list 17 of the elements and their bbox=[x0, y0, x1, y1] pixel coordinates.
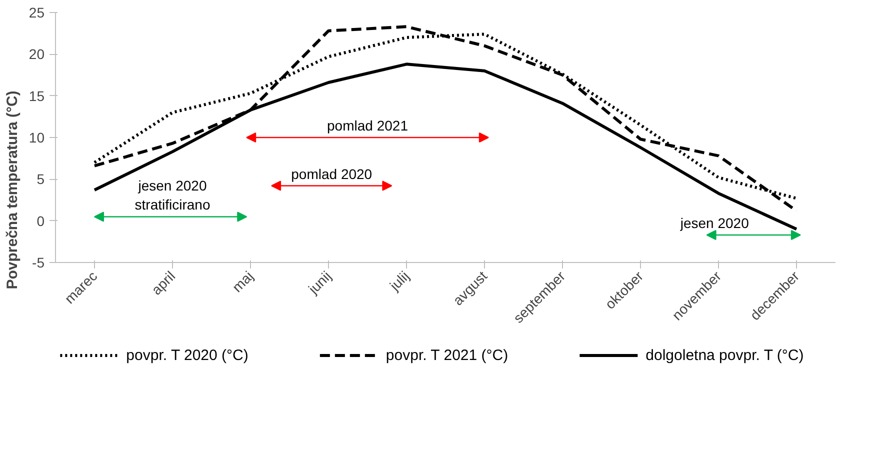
annotation: jesen 2020 bbox=[679, 215, 750, 231]
legend-label: povpr. T 2021 (°C) bbox=[386, 347, 508, 364]
y-tick-label: 25 bbox=[28, 4, 45, 20]
legend-label: povpr. T 2020 (°C) bbox=[126, 347, 248, 364]
x-tick-label: julij bbox=[386, 268, 412, 294]
y-tick-label: 15 bbox=[28, 88, 45, 104]
x-tick-label: maj bbox=[228, 268, 256, 296]
y-tick-label: 20 bbox=[28, 46, 45, 62]
y-tick-label: -5 bbox=[32, 254, 45, 270]
annotation: pomlad 2020 bbox=[291, 166, 372, 182]
y-tick-label: 0 bbox=[36, 212, 45, 229]
annotation: pomlad 2021 bbox=[327, 118, 408, 134]
legend-label: dolgoletna povpr. T (°C) bbox=[646, 347, 804, 364]
y-tick-label: 10 bbox=[28, 130, 45, 146]
y-tick-label: 5 bbox=[36, 171, 45, 188]
annotation: jesen 2020 stratificirano bbox=[134, 178, 210, 213]
y-axis-title: Povprečna temperatura (°C) bbox=[4, 90, 21, 290]
